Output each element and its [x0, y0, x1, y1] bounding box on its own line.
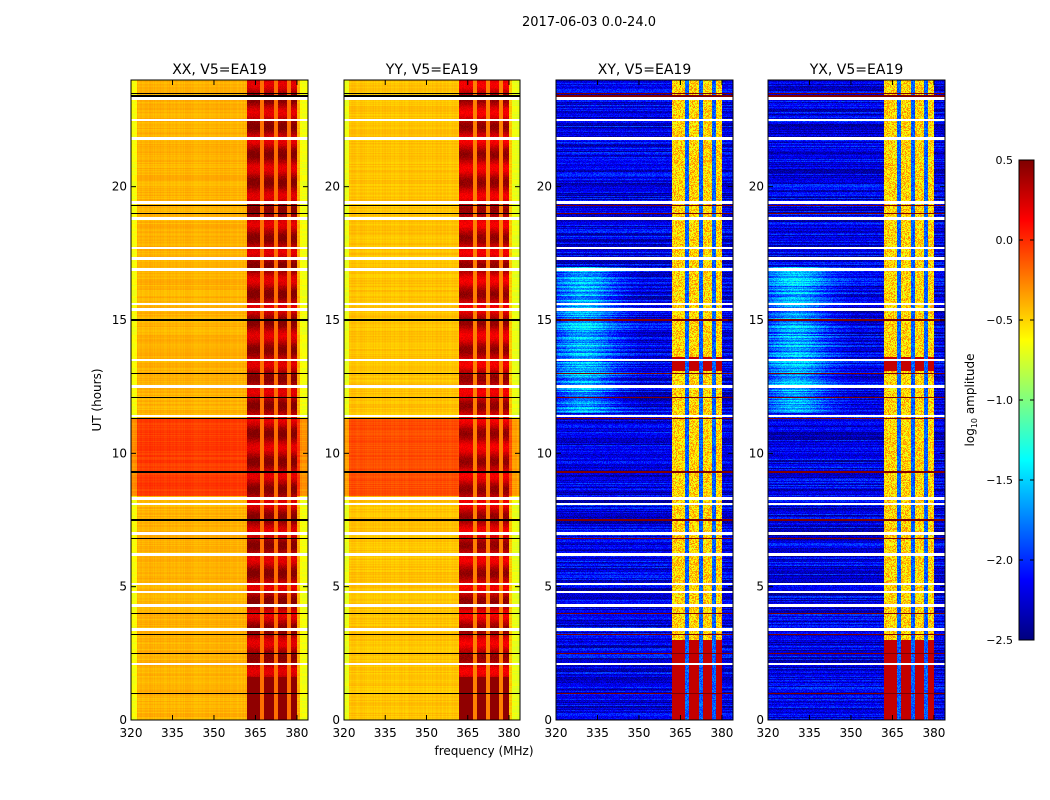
y-tick-label: 15 [749, 313, 764, 327]
y-tick-label: 5 [756, 580, 764, 594]
x-tick-label: 365 [669, 726, 692, 740]
x-tick-label: 380 [922, 726, 945, 740]
y-tick-label: 15 [112, 313, 127, 327]
colorbar-tick-label: −1.0 [986, 394, 1013, 407]
x-tick-label: 350 [203, 726, 226, 740]
y-tick-label: 5 [332, 580, 340, 594]
x-tick-label: 365 [881, 726, 904, 740]
x-tick-label: 335 [798, 726, 821, 740]
x-tick-label: 320 [120, 726, 143, 740]
x-tick-label: 380 [710, 726, 733, 740]
panel-title: XY, V5=EA19 [598, 62, 692, 78]
y-tick-label: 10 [537, 446, 552, 460]
axes-frame [130, 79, 309, 721]
x-tick-label: 365 [244, 726, 267, 740]
panel-title: YX, V5=EA19 [809, 62, 904, 78]
y-tick-label: 10 [749, 446, 764, 460]
x-tick-label: 365 [456, 726, 479, 740]
x-tick-label: 350 [840, 726, 863, 740]
y-tick-label: 0 [119, 713, 127, 727]
y-tick-label: 0 [756, 713, 764, 727]
x-tick-label: 320 [545, 726, 568, 740]
x-tick-label: 335 [586, 726, 609, 740]
colorbar-tick-label: −2.5 [986, 634, 1013, 647]
y-tick-label: 20 [749, 180, 764, 194]
y-tick-label: 0 [332, 713, 340, 727]
heatmap-xx [131, 80, 308, 720]
x-tick-label: 350 [415, 726, 438, 740]
y-axis-label: UT (hours) [90, 368, 104, 431]
colorbar [1019, 160, 1034, 640]
y-tick-label: 20 [112, 180, 127, 194]
y-tick-label: 10 [325, 446, 340, 460]
x-tick-label: 335 [161, 726, 184, 740]
y-tick-label: 15 [325, 313, 340, 327]
x-tick-label: 335 [374, 726, 397, 740]
panel-title: XX, V5=EA19 [172, 62, 267, 78]
colorbar-tick-label: −0.5 [986, 314, 1013, 327]
axes-frame [555, 79, 734, 721]
y-tick-label: 10 [112, 446, 127, 460]
y-tick-label: 15 [537, 313, 552, 327]
panel-title: YY, V5=EA19 [385, 62, 478, 78]
y-tick-label: 20 [537, 180, 552, 194]
y-tick-label: 5 [544, 580, 552, 594]
colorbar-tick-label: 0.5 [996, 154, 1014, 167]
x-tick-label: 380 [285, 726, 308, 740]
axes-frame [767, 79, 946, 721]
heatmap-yx [768, 80, 945, 720]
x-tick-label: 320 [333, 726, 356, 740]
y-tick-label: 5 [119, 580, 127, 594]
y-tick-label: 20 [325, 180, 340, 194]
heatmap-yy [344, 80, 520, 720]
x-axis-label: frequency (MHz) [434, 744, 533, 758]
colorbar-tick-label: −2.0 [986, 554, 1013, 567]
colorbar-tick-label: −1.5 [986, 474, 1013, 487]
x-tick-label: 350 [628, 726, 651, 740]
heatmap-xy [556, 80, 733, 720]
colorbar-tick-label: 0.0 [996, 234, 1014, 247]
colorbar-label: log10 amplitude [963, 354, 979, 447]
x-tick-label: 380 [498, 726, 521, 740]
x-tick-label: 320 [757, 726, 780, 740]
suptitle: 2017-06-03 0.0-24.0 [522, 15, 656, 30]
y-tick-label: 0 [544, 713, 552, 727]
axes-frame [343, 79, 521, 721]
